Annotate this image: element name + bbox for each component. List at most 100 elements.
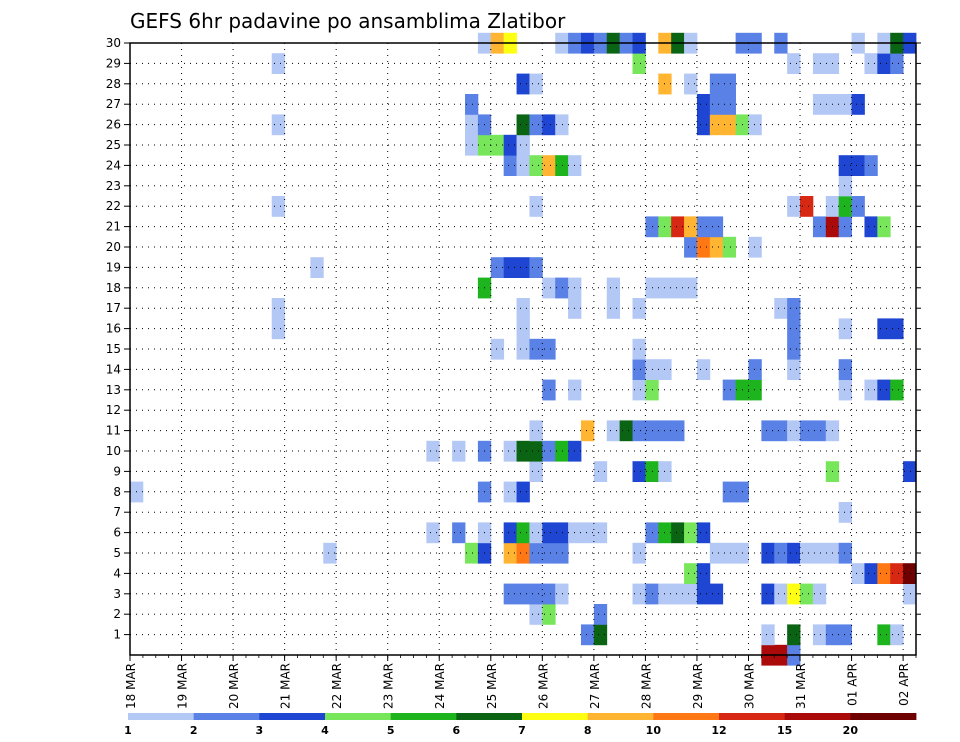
precip-cell bbox=[684, 583, 698, 605]
precip-cell bbox=[838, 542, 852, 564]
legend-swatch bbox=[193, 713, 260, 720]
precip-cell bbox=[516, 257, 530, 278]
precip-cell bbox=[503, 481, 517, 503]
precip-cell bbox=[542, 542, 556, 564]
precip-cell bbox=[812, 583, 827, 605]
y-tick-label: 8 bbox=[113, 485, 121, 499]
x-tick-label: 22 MAR bbox=[330, 663, 344, 709]
precip-cell bbox=[787, 624, 801, 646]
y-tick-label: 26 bbox=[106, 118, 121, 132]
precip-cell bbox=[503, 257, 517, 278]
precip-cell bbox=[787, 359, 801, 380]
precip-cell bbox=[632, 379, 646, 401]
x-tick-label: 23 MAR bbox=[382, 663, 396, 709]
y-tick-label: 2 bbox=[113, 607, 121, 621]
y-tick-label: 25 bbox=[106, 138, 121, 152]
y-axis: 1234567891011121314151617181920212223242… bbox=[106, 36, 921, 642]
precip-cell bbox=[529, 73, 543, 95]
legend-swatch bbox=[850, 713, 917, 720]
precip-cell bbox=[503, 155, 517, 176]
precip-cell bbox=[787, 298, 801, 319]
precip-cell bbox=[593, 522, 608, 544]
precip-cell bbox=[800, 420, 814, 442]
precip-cell bbox=[748, 236, 762, 258]
precip-cell bbox=[722, 542, 737, 564]
legend-label: 5 bbox=[387, 724, 395, 737]
precip-cell bbox=[877, 563, 891, 584]
precip-cell bbox=[709, 94, 724, 115]
precip-cell bbox=[838, 196, 852, 217]
y-tick-label: 19 bbox=[106, 260, 121, 274]
x-tick-label: 31 MAR bbox=[794, 663, 808, 709]
precip-cell bbox=[877, 624, 891, 646]
precip-cell bbox=[903, 563, 917, 584]
precip-cell bbox=[851, 155, 865, 176]
y-tick-label: 6 bbox=[113, 526, 121, 540]
y-tick-label: 21 bbox=[106, 220, 121, 234]
precip-cell bbox=[529, 522, 543, 544]
x-tick-label: 19 MAR bbox=[176, 663, 190, 709]
precip-cell bbox=[323, 542, 337, 564]
y-tick-label: 1 bbox=[113, 628, 121, 642]
precip-cell bbox=[761, 542, 775, 564]
precip-cell bbox=[696, 216, 711, 238]
precip-cell bbox=[503, 134, 517, 156]
legend-label: 12 bbox=[711, 724, 726, 737]
precip-cell bbox=[632, 461, 646, 482]
precip-cell bbox=[452, 522, 466, 544]
precip-cell bbox=[696, 94, 711, 115]
y-tick-label: 24 bbox=[106, 158, 121, 172]
precip-cell bbox=[542, 338, 556, 360]
precip-cell bbox=[542, 440, 556, 462]
precip-cell bbox=[606, 277, 621, 299]
precip-cell bbox=[684, 236, 698, 258]
precip-cell bbox=[684, 522, 698, 544]
y-tick-label: 14 bbox=[106, 362, 121, 376]
legend-swatch bbox=[390, 713, 457, 720]
precip-cell bbox=[555, 277, 569, 299]
precip-cell bbox=[503, 542, 517, 564]
precip-cell bbox=[864, 379, 878, 401]
precip-cell bbox=[838, 379, 852, 401]
y-tick-label: 3 bbox=[113, 587, 121, 601]
precip-cell bbox=[465, 542, 479, 564]
legend-label: 7 bbox=[518, 724, 526, 737]
precip-cell bbox=[542, 379, 556, 401]
precip-cell bbox=[838, 175, 852, 197]
precip-cell bbox=[851, 563, 865, 584]
legend-label: 2 bbox=[190, 724, 198, 737]
precip-cell bbox=[271, 53, 286, 74]
y-tick-label: 9 bbox=[113, 464, 121, 478]
precip-cell bbox=[516, 155, 530, 176]
precip-cell bbox=[864, 563, 878, 584]
precip-cell bbox=[787, 583, 801, 605]
precip-cell bbox=[774, 542, 788, 564]
precip-cell bbox=[671, 522, 685, 544]
x-tick-label: 28 MAR bbox=[639, 663, 653, 709]
precip-cell bbox=[606, 298, 621, 319]
y-tick-label: 28 bbox=[106, 77, 121, 91]
precip-cell bbox=[722, 94, 737, 115]
precip-cell bbox=[800, 583, 814, 605]
precip-cell bbox=[838, 318, 852, 340]
precip-cell bbox=[696, 114, 711, 136]
precip-cell bbox=[310, 257, 324, 278]
precip-cell bbox=[774, 420, 788, 442]
precip-cell bbox=[529, 114, 543, 136]
precip-cell bbox=[490, 257, 505, 278]
y-tick-label: 11 bbox=[106, 424, 121, 438]
precip-cell bbox=[864, 53, 878, 74]
precipitation-cells bbox=[130, 32, 917, 666]
precip-cell bbox=[684, 563, 698, 584]
y-tick-label: 20 bbox=[106, 240, 121, 254]
precip-cell bbox=[593, 461, 608, 482]
legend-swatch bbox=[259, 713, 326, 720]
legend-swatch bbox=[522, 713, 589, 720]
precip-cell bbox=[890, 379, 904, 401]
precip-cell bbox=[864, 216, 878, 238]
x-tick-label: 25 MAR bbox=[485, 663, 499, 709]
x-axis: 18 MAR 19 MAR 20 MAR 21 MAR 22 MAR 23 MAR 24 M… bbox=[124, 655, 917, 709]
precip-cell bbox=[851, 196, 865, 217]
precip-cell bbox=[709, 73, 724, 95]
precip-cell bbox=[774, 298, 788, 319]
